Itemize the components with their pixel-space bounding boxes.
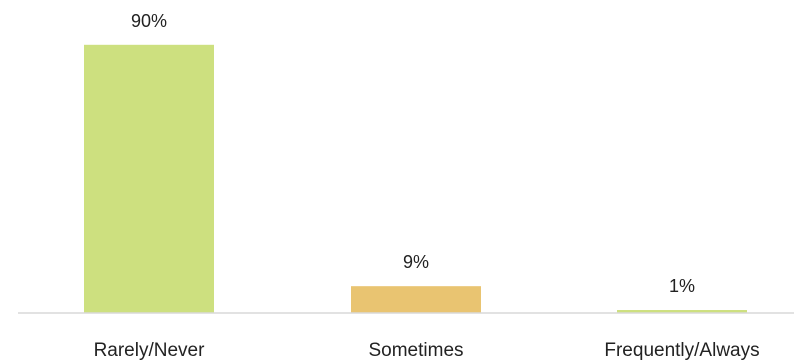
category-labels-group: Rarely/Never Sometimes Frequently/Always — [94, 340, 760, 361]
bar-2 — [617, 310, 747, 313]
value-labels-group: 90% 9% 1% — [131, 11, 695, 296]
category-label-1: Sometimes — [368, 340, 463, 361]
bar-1 — [351, 286, 481, 313]
category-label-0: Rarely/Never — [94, 340, 206, 361]
category-label-2: Frequently/Always — [604, 340, 759, 361]
bar-0 — [84, 44, 214, 314]
bars-group — [84, 44, 747, 314]
value-label-1: 9% — [403, 252, 429, 272]
value-label-0: 90% — [131, 11, 167, 31]
value-label-2: 1% — [669, 276, 695, 296]
